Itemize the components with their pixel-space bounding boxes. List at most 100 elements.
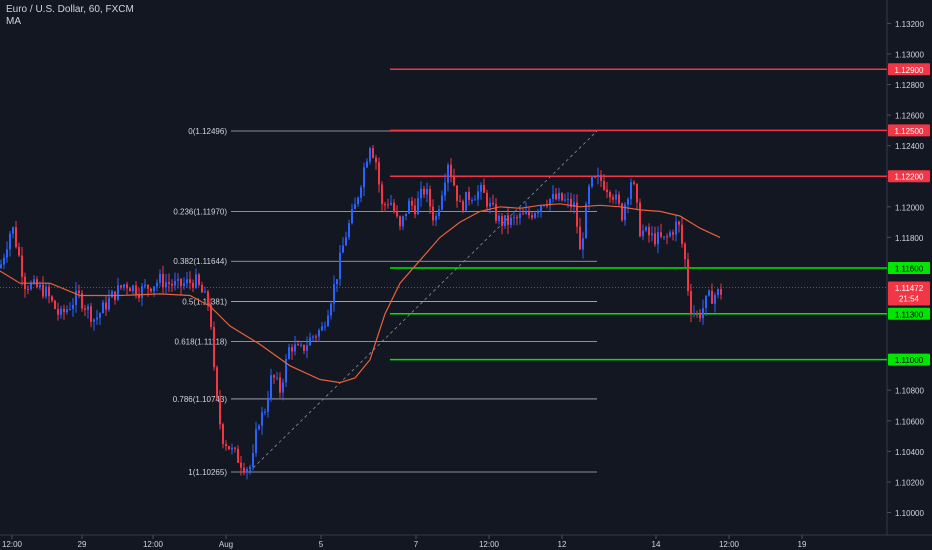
price-tag bbox=[888, 353, 930, 366]
candle-body bbox=[132, 285, 134, 292]
candle-body bbox=[282, 382, 284, 393]
candle-body bbox=[183, 283, 185, 287]
candle-body bbox=[669, 232, 671, 237]
candle-body bbox=[156, 282, 158, 287]
candle-body bbox=[660, 232, 662, 237]
x-tick-label: 12 bbox=[558, 540, 567, 549]
candle-body bbox=[558, 192, 560, 200]
candle-body bbox=[336, 279, 338, 285]
candle-body bbox=[150, 288, 152, 292]
candle-body bbox=[651, 233, 653, 236]
candle-body bbox=[615, 194, 617, 200]
candle-body bbox=[687, 259, 689, 291]
candle-body bbox=[192, 282, 194, 288]
price-tag-label: 1.11300 bbox=[895, 310, 924, 319]
candle-body bbox=[582, 238, 584, 250]
x-tick-label: 7 bbox=[414, 540, 419, 549]
candle-body bbox=[330, 303, 332, 316]
candle-body bbox=[180, 278, 182, 287]
y-tick-label: 1.10000 bbox=[895, 509, 924, 518]
candle-body bbox=[189, 279, 191, 283]
candle-body bbox=[528, 211, 530, 216]
candle-body bbox=[285, 358, 287, 383]
candle-body bbox=[207, 291, 209, 305]
price-tag-label: 1.12500 bbox=[895, 127, 924, 136]
y-tick-label: 1.13200 bbox=[895, 20, 924, 29]
candle-body bbox=[504, 215, 506, 226]
candle-body bbox=[294, 344, 296, 352]
candle-body bbox=[624, 204, 626, 221]
candle-body bbox=[309, 337, 311, 346]
candle-body bbox=[108, 297, 110, 310]
y-tick-label: 1.12800 bbox=[895, 81, 924, 90]
candle-body bbox=[567, 198, 569, 200]
candle-body bbox=[6, 249, 8, 258]
countdown-label: 21:54 bbox=[899, 295, 920, 304]
candle-body bbox=[486, 192, 488, 207]
candle-body bbox=[690, 290, 692, 314]
y-tick-label: 1.11800 bbox=[895, 234, 924, 243]
candle-body bbox=[3, 257, 5, 265]
x-tick-label: 12:00 bbox=[479, 540, 500, 549]
candle-body bbox=[510, 217, 512, 225]
candle-body bbox=[342, 245, 344, 253]
candle-body bbox=[144, 284, 146, 287]
candle-body bbox=[531, 215, 533, 218]
candle-body bbox=[699, 313, 701, 319]
candle-body bbox=[201, 284, 203, 293]
candle-body bbox=[483, 184, 485, 193]
price-tag-label: 1.11600 bbox=[895, 264, 924, 273]
candle-body bbox=[585, 204, 587, 239]
candle-body bbox=[234, 447, 236, 449]
candle-body bbox=[594, 176, 596, 178]
candle-body bbox=[453, 176, 455, 186]
candle-body bbox=[84, 308, 86, 310]
candle-body bbox=[267, 399, 269, 412]
candle-body bbox=[186, 279, 188, 284]
candle-body bbox=[255, 429, 257, 454]
candle-body bbox=[714, 295, 716, 304]
candle-body bbox=[513, 217, 515, 219]
candle-body bbox=[264, 411, 266, 413]
candle-body bbox=[459, 200, 461, 202]
y-tick-label: 1.10200 bbox=[895, 478, 924, 487]
candle-body bbox=[636, 183, 638, 203]
y-tick-label: 1.10600 bbox=[895, 417, 924, 426]
candle-body bbox=[33, 279, 35, 283]
candle-body bbox=[702, 308, 704, 319]
candle-body bbox=[279, 377, 281, 393]
candle-body bbox=[399, 216, 401, 227]
candle-body bbox=[561, 192, 563, 201]
candle-body bbox=[90, 306, 92, 322]
candle-body bbox=[627, 199, 629, 205]
candle-body bbox=[57, 308, 59, 315]
candle-body bbox=[423, 188, 425, 195]
candle-body bbox=[381, 184, 383, 205]
candle-body bbox=[273, 375, 275, 378]
candle-body bbox=[645, 227, 647, 231]
candle-body bbox=[705, 295, 707, 309]
candle-body bbox=[117, 285, 119, 300]
candle-body bbox=[663, 236, 665, 238]
candle-body bbox=[684, 243, 686, 260]
candle-body bbox=[198, 274, 200, 285]
candle-body bbox=[21, 255, 23, 277]
candle-body bbox=[48, 286, 50, 297]
candle-body bbox=[543, 205, 545, 207]
candle-body bbox=[672, 232, 674, 235]
candle-body bbox=[60, 308, 62, 315]
candle-body bbox=[621, 203, 623, 221]
x-tick-label: 12:00 bbox=[719, 540, 740, 549]
candle-body bbox=[573, 202, 575, 207]
candle-body bbox=[81, 293, 83, 309]
candle-body bbox=[612, 197, 614, 200]
candle-body bbox=[111, 291, 113, 298]
candle-body bbox=[258, 425, 260, 430]
candle-body bbox=[87, 306, 89, 310]
price-tag bbox=[888, 170, 930, 183]
price-tag bbox=[888, 124, 930, 137]
candle-body bbox=[345, 237, 347, 246]
candle-body bbox=[666, 236, 668, 238]
y-tick-label: 1.12400 bbox=[895, 142, 924, 151]
